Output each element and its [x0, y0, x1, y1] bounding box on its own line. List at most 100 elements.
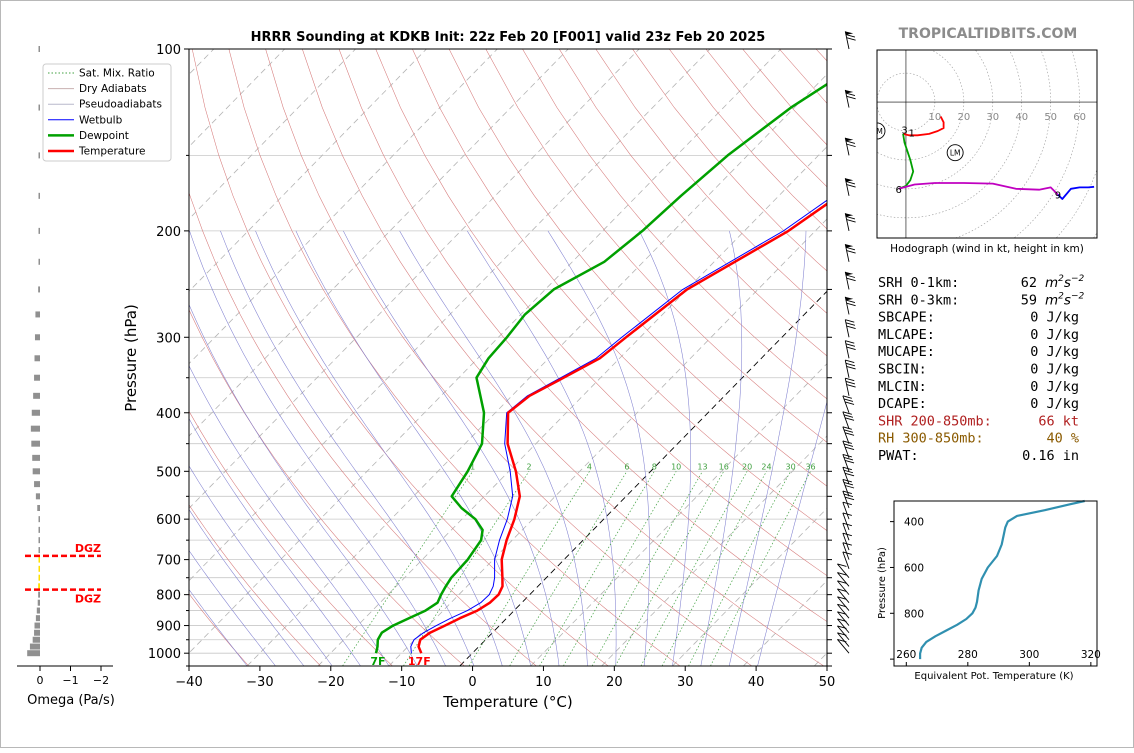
omega-bar — [36, 493, 40, 499]
skewt-title: HRRR Sounding at KDKB Init: 22z Feb 20 [… — [251, 30, 766, 45]
barb-feather — [846, 181, 855, 184]
theta-e-x-tick-label: 260 — [896, 649, 916, 661]
moist-adiabat-line — [71, 231, 304, 666]
theta-e-profile-line — [920, 501, 1085, 659]
isotherm-line — [247, 49, 852, 666]
surface-temperature-label: 17F — [408, 655, 431, 668]
legend-entry: Temperature — [78, 146, 146, 158]
omega-x-label: Omega (Pa/s) — [27, 693, 115, 708]
omega-bar — [39, 566, 41, 572]
hodograph-caption: Hodograph (wind in kt, height in km) — [890, 243, 1084, 255]
dry-adiabat-line — [779, 49, 1134, 666]
y-tick-label: 900 — [156, 620, 181, 635]
mixing-ratio-label: 10 — [671, 462, 681, 471]
omega-bar — [31, 426, 40, 432]
omega-bar — [32, 455, 40, 461]
hodograph-ring — [645, 1, 1134, 363]
omega-bar — [27, 650, 40, 656]
omega-bar — [39, 557, 41, 563]
x-tick-label: 30 — [677, 675, 694, 690]
stat-value: 0 J/kg — [1030, 362, 1079, 378]
barb-feather — [847, 347, 856, 350]
omega-bar — [38, 600, 40, 606]
wind-barb — [843, 412, 854, 429]
theta-e-x-label: Equivalent Pot. Temperature (K) — [914, 671, 1073, 682]
barb-feather — [845, 460, 854, 463]
isotherm-line — [105, 49, 710, 666]
omega-bar — [34, 375, 40, 381]
barb-feather — [847, 278, 856, 281]
legend-entry: Dry Adiabats — [79, 83, 147, 95]
barb-feather — [846, 381, 855, 384]
barb-staff — [843, 412, 849, 429]
mixing-ratio-line — [615, 471, 724, 666]
barb-feather — [844, 444, 853, 447]
moist-adiabat-line — [296, 231, 531, 666]
barb-staff — [845, 320, 849, 338]
site-watermark: TROPICALTIDBITS.COM — [899, 26, 1078, 42]
x-tick-label: 20 — [606, 675, 623, 690]
barb-feather — [843, 427, 852, 430]
wind-barb — [845, 341, 855, 359]
mixing-ratio-line — [510, 471, 627, 666]
x-tick-label: −40 — [175, 675, 202, 690]
hodograph-height-label: 9 — [1055, 191, 1061, 202]
wind-barb — [845, 178, 855, 196]
stat-value: 0 J/kg — [1030, 344, 1079, 360]
omega-tick-label: 0 — [37, 674, 44, 687]
theta-e-x-tick-label: 300 — [1019, 649, 1039, 661]
wind-barb — [837, 612, 849, 626]
barb-feather — [847, 303, 856, 306]
x-tick-label: 50 — [819, 675, 836, 690]
dewpoint-profile-line — [376, 49, 882, 653]
omega-bar — [39, 575, 41, 581]
moist-adiabat-line — [467, 231, 616, 666]
mixing-ratio-label: 20 — [742, 462, 752, 471]
stat-value: 0 J/kg — [1030, 379, 1079, 395]
hodograph-height-label: 1 — [909, 128, 915, 139]
barb-feather — [844, 430, 853, 433]
moist-adiabat-line — [190, 231, 446, 666]
omega-bar — [38, 286, 40, 292]
stat-label: SRH 0-3km: — [878, 292, 959, 308]
y-tick-label: 200 — [156, 225, 181, 240]
stat-value: 0 J/kg — [1030, 310, 1079, 326]
omega-bar — [32, 410, 40, 416]
wind-barbs — [837, 31, 855, 653]
dry-adiabat-line — [192, 49, 608, 666]
barb-staff — [845, 378, 849, 396]
stat-value: 62 — [1021, 275, 1037, 291]
y-tick-label: 700 — [156, 554, 181, 569]
moist-adiabat-line — [91, 231, 332, 666]
omega-bar — [34, 481, 40, 487]
mixing-ratio-label: 24 — [761, 462, 771, 471]
mixing-ratio-label: 6 — [624, 462, 629, 471]
wind-barb — [843, 396, 854, 413]
omega-bar — [36, 615, 40, 621]
stat-label: SRH 0-1km: — [878, 275, 959, 291]
x-tick-label: −10 — [388, 675, 415, 690]
omega-bar — [30, 644, 40, 650]
barb-feather — [846, 300, 855, 303]
hodograph-trace — [1058, 187, 1094, 199]
stat-unit: m2s−2 — [1045, 291, 1084, 308]
temperature-profile-line — [419, 49, 1058, 653]
omega-bar — [39, 152, 41, 158]
barb-feather — [843, 412, 852, 415]
wind-barb — [845, 213, 855, 231]
moist-adiabat-line — [729, 231, 806, 666]
hodograph-ring-label: 10 — [929, 112, 942, 123]
theta-e-x-tick-label: 280 — [958, 649, 978, 661]
theta-e-y-label: Pressure (hPa) — [877, 547, 888, 619]
y-tick-label: 800 — [156, 589, 181, 604]
wind-barb — [845, 90, 855, 108]
isotherm-line — [814, 49, 1134, 666]
omega-tick-label: −1 — [62, 674, 78, 687]
stat-label: SBCIN: — [878, 362, 927, 378]
mixing-ratio-label: 8 — [652, 462, 657, 471]
omega-bar — [39, 537, 41, 543]
hodograph-ring-label: 20 — [957, 112, 970, 123]
